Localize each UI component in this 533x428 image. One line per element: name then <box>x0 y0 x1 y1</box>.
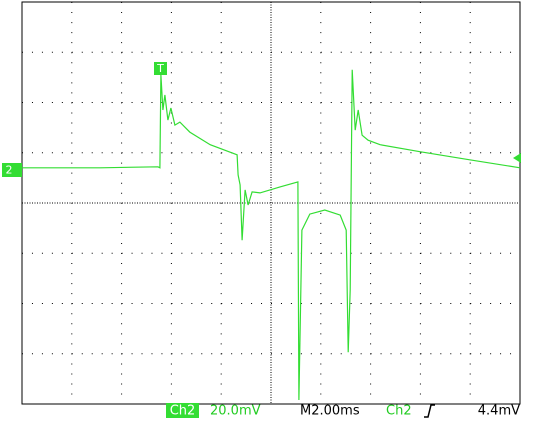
channel-label: Ch2 <box>170 404 196 419</box>
trigger-level-arrow <box>513 153 521 163</box>
timebase: M2.00ms <box>300 404 360 419</box>
channel-marker: 2 <box>6 164 13 177</box>
trigger-edge-icon <box>424 404 435 418</box>
waveform <box>22 69 521 401</box>
channel-box <box>166 403 199 418</box>
channel-marker-box <box>2 163 22 177</box>
graticule <box>22 2 520 404</box>
trigger-marker: T <box>156 62 164 75</box>
trigger-channel: Ch2 <box>386 404 412 419</box>
trigger-marker-box <box>154 62 167 75</box>
trigger-level: 4.4mV <box>478 404 520 419</box>
volts-per-div: 20.0mV <box>210 404 261 419</box>
